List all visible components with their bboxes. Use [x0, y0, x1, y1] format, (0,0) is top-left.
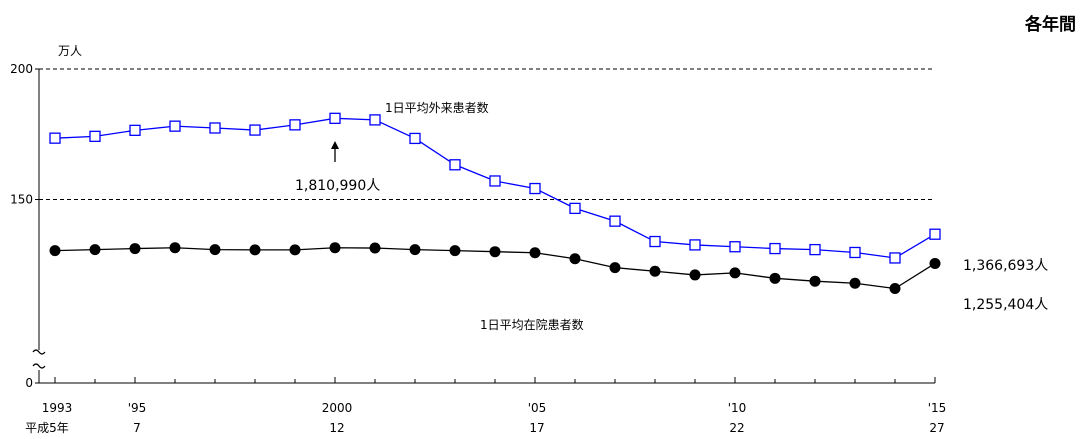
data-point-square	[449, 159, 461, 171]
data-point-circle	[729, 267, 741, 279]
data-point-square	[769, 242, 781, 255]
data-point-square	[729, 241, 741, 253]
series-label-outpatient: 1日平均外来患者数	[385, 100, 489, 115]
data-point-circle	[889, 283, 901, 295]
grid-lines	[39, 68, 935, 200]
series-label-inpatient: 1日平均在院患者数	[480, 317, 584, 332]
series-line-1	[54, 117, 936, 259]
data-point-circle	[249, 244, 261, 256]
data-point-square	[169, 120, 181, 132]
y-tick-label: 200	[10, 62, 33, 76]
data-point-square	[369, 114, 381, 126]
data-point-circle	[529, 247, 541, 259]
data-point-circle	[489, 246, 501, 258]
axes: 0 150 200 万人 1993 平成5年 '95 7 2000 12 '05 17 '10 22 '15…	[10, 44, 946, 435]
data-point-circle	[769, 272, 781, 284]
data-point-circle	[49, 245, 61, 257]
series-group	[49, 112, 941, 295]
data-point-square	[929, 228, 941, 240]
data-point-circle	[849, 277, 861, 289]
data-point-circle	[809, 275, 821, 287]
x-tick-label-era: 17	[529, 421, 544, 435]
data-point-square	[329, 112, 341, 124]
data-point-circle	[689, 269, 701, 281]
data-point-square	[809, 243, 821, 256]
data-point-circle	[289, 244, 301, 256]
x-tick-label-year: 1993	[42, 401, 73, 415]
data-point-square	[89, 130, 101, 142]
data-point-circle	[929, 257, 941, 269]
data-point-square	[409, 132, 421, 145]
data-point-square	[849, 246, 861, 259]
data-point-square	[49, 132, 61, 144]
data-point-square	[129, 124, 141, 136]
data-point-circle	[329, 242, 341, 254]
data-point-square	[209, 122, 221, 134]
data-point-circle	[409, 244, 421, 256]
y-tick-label: 0	[25, 376, 33, 390]
x-tick-label-year: '95	[128, 401, 147, 415]
x-tick-label-year: '15	[928, 401, 947, 415]
data-point-circle	[569, 253, 581, 265]
x-tick-label-year: '05	[528, 401, 547, 415]
data-point-square	[569, 202, 581, 215]
y-unit-label: 万人	[58, 44, 82, 58]
annotation-arrow-head	[331, 141, 339, 149]
data-point-circle	[129, 243, 141, 255]
annotation-inpatient-2015: 1,255,404人	[963, 297, 1048, 313]
x-tick-label-era: 7	[133, 421, 141, 435]
x-tick-label-era: 22	[729, 421, 744, 435]
data-point-circle	[89, 244, 101, 256]
data-point-square	[689, 239, 701, 251]
data-point-circle	[649, 265, 661, 277]
data-point-square	[529, 182, 541, 195]
data-point-square	[289, 119, 301, 131]
x-tick-label-year: 2000	[322, 401, 353, 415]
x-tick-label-era: 27	[929, 421, 944, 435]
data-point-circle	[209, 244, 221, 256]
data-point-square	[489, 175, 501, 187]
data-point-square	[649, 235, 661, 248]
x-tick-label-era: 12	[329, 421, 344, 435]
axis-break-mark	[32, 349, 46, 369]
data-point-circle	[369, 242, 381, 254]
data-point-square	[609, 215, 621, 227]
annotation-outpatient-2015: 1,366,693人	[963, 258, 1048, 274]
data-point-square	[249, 124, 261, 136]
period-label: 各年間	[1025, 15, 1076, 35]
x-tick-label-era: 平成5年	[25, 421, 69, 435]
x-tick-label-year: '10	[728, 401, 747, 415]
data-point-circle	[449, 245, 461, 257]
data-point-circle	[169, 242, 181, 254]
labels-group: 1日平均外来患者数 1日平均在院患者数 1,810,990人 1,366,693人 1,…	[295, 100, 1048, 332]
data-point-square	[889, 252, 901, 264]
annotation-outpatient-2000: 1,810,990人	[295, 178, 380, 194]
data-point-circle	[609, 262, 621, 274]
y-tick-label: 150	[10, 193, 33, 207]
